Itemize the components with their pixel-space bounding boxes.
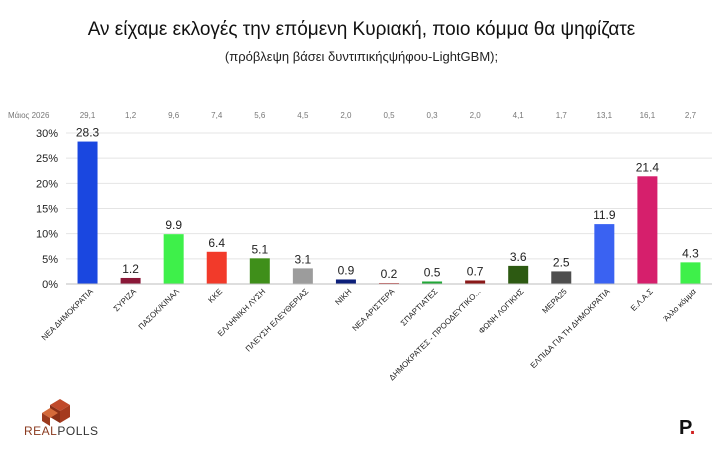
y-tick-label: 15%: [36, 204, 58, 216]
previous-value-label: 2,7: [685, 111, 697, 120]
bar: [120, 277, 141, 284]
previous-value-label: 1,7: [556, 111, 568, 120]
bar: [508, 265, 529, 284]
previous-value-label: 9,6: [168, 111, 180, 120]
x-tick-label: ΝΕΑ ΑΡΙΣΤΕΡΑ: [350, 287, 396, 333]
p-logo-letter: P: [679, 417, 690, 439]
p-logo-dot: .: [689, 417, 696, 439]
bar: [163, 234, 184, 284]
y-tick-label: 30%: [36, 128, 58, 140]
previous-value-label: 0,5: [383, 111, 395, 120]
y-tick-label: 20%: [36, 178, 58, 190]
bar: [335, 279, 356, 284]
previous-value-label: 16,1: [640, 111, 656, 120]
x-tick-label: ΚΚΕ: [206, 287, 224, 305]
p-logo: P.: [679, 417, 695, 440]
previous-value-label: 2,0: [470, 111, 482, 120]
previous-value-label: 7,4: [211, 111, 223, 120]
bar: [292, 268, 313, 284]
x-tick-label: Άλλο κόμμα: [662, 287, 698, 323]
bar-value-label: 2.5: [553, 255, 570, 269]
x-tick-label: ΣΠΑΡΤΙΑΤΕΣ: [399, 287, 440, 328]
previous-value-label: 5,6: [254, 111, 266, 120]
bar-value-label: 5.1: [251, 242, 268, 256]
previous-value-label: 0,3: [427, 111, 439, 120]
bar-value-label: 9.9: [165, 218, 182, 232]
x-tick-label: ΠΑΣΟΚ/ΚΙΝΑΛ: [137, 287, 182, 332]
x-tick-label: ΝΙΚΗ: [333, 287, 353, 307]
bar: [77, 141, 98, 284]
comparison-label: Μάιος 2026: [8, 111, 50, 120]
previous-value-label: 29,1: [80, 111, 96, 120]
x-tick-label: ΕΛΠΙΔΑ ΓΙΑ ΤΗ ΔΗΜΟΚΡΑΤΙΑ: [529, 287, 613, 371]
previous-value-label: 4,5: [297, 111, 309, 120]
realpolls-logo: REALPOLLS: [24, 424, 99, 438]
bar-value-label: 0.2: [381, 267, 398, 281]
bar-value-label: 6.4: [208, 236, 225, 250]
bar: [637, 176, 658, 284]
bar: [594, 224, 615, 284]
previous-value-label: 2,0: [340, 111, 352, 120]
chart-subtitle: (πρόβλεψη βάσει δυντιπικήςψήφου-LightGBM…: [224, 49, 499, 64]
x-tick-label: ΣΥΡΙΖΑ: [112, 287, 139, 314]
x-tick-label: Ε.Λ.Α.Σ: [629, 287, 655, 313]
previous-value-label: 1,2: [125, 111, 137, 120]
bar: [465, 280, 486, 284]
bar: [551, 271, 572, 284]
previous-value-label: 13,1: [597, 111, 613, 120]
y-tick-label: 10%: [36, 229, 58, 241]
y-tick-label: 0%: [42, 279, 58, 291]
realpolls-logo-icon: [42, 399, 70, 426]
x-tick-label: ΜΕΡΑ25: [540, 287, 569, 316]
bar-value-label: 3.1: [295, 252, 312, 266]
x-tick-label: ΝΕΑ ΔΗΜΟΚΡΑΤΙΑ: [40, 287, 96, 343]
bar-value-label: 0.7: [467, 264, 484, 278]
x-tick-label: ΦΩΝΗ ΛΟΓΙΚΗΣ: [477, 287, 526, 336]
bar-value-label: 4.3: [682, 246, 699, 260]
x-tick-label: ΔΗΜΟΚΡΑΤΕΣ - ΠΡΟΟΔΕΥΤΙΚΟ...: [387, 287, 482, 382]
bar-value-label: 11.9: [593, 208, 616, 222]
bar-value-label: 3.6: [510, 250, 527, 264]
bar-value-label: 1.2: [122, 262, 139, 276]
chart-title: Αν είχαμε εκλογές την επόμενη Κυριακή, π…: [87, 19, 636, 40]
bar-value-label: 28.3: [76, 126, 100, 140]
bar-value-label: 0.9: [338, 263, 355, 277]
y-tick-label: 25%: [36, 153, 58, 165]
bar: [206, 251, 227, 284]
y-tick-label: 5%: [42, 254, 58, 266]
bar: [422, 281, 443, 284]
bar-value-label: 0.5: [424, 265, 441, 279]
previous-value-label: 4,1: [513, 111, 525, 120]
bar: [249, 258, 270, 284]
bar: [680, 262, 701, 284]
bar-value-label: 21.4: [636, 160, 660, 174]
